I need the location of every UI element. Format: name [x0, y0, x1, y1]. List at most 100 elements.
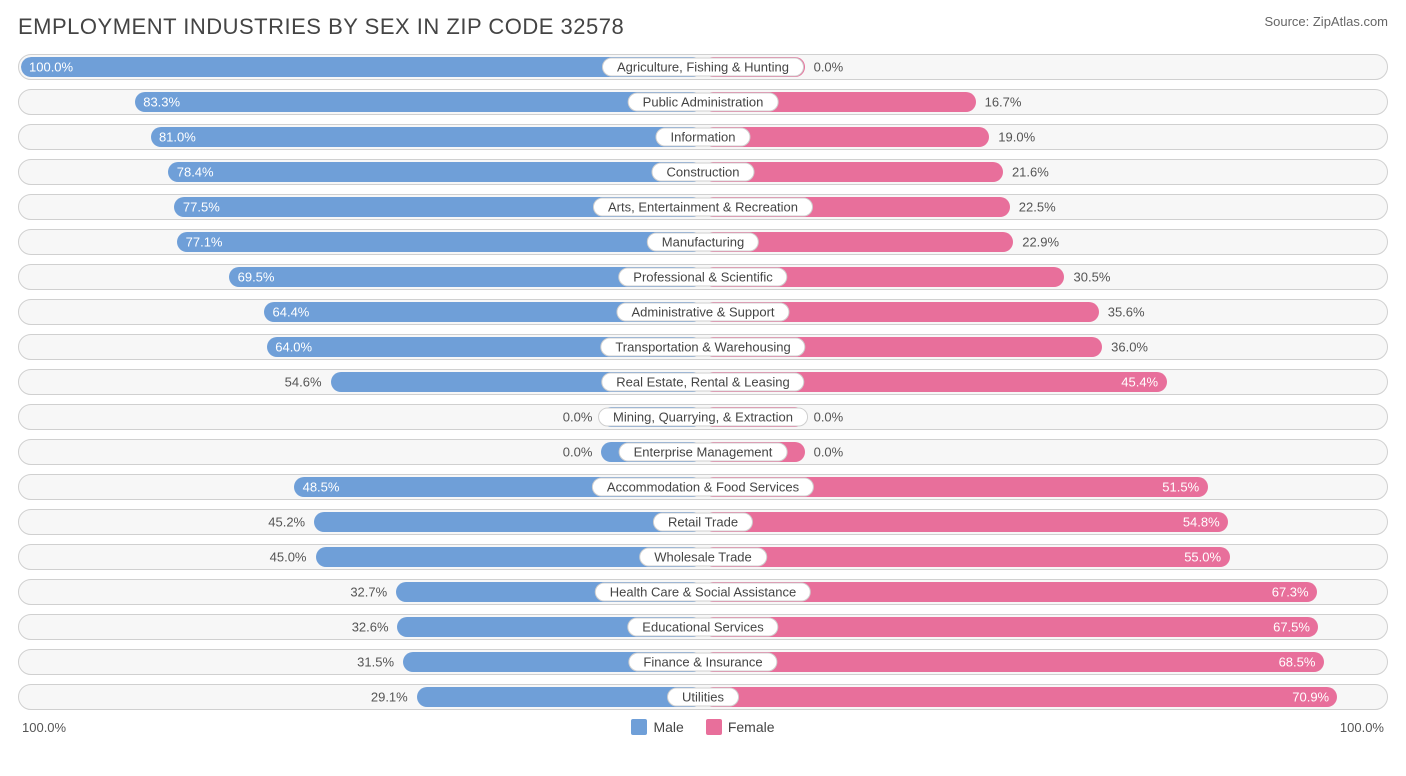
male-value-label: 64.4% — [273, 305, 310, 320]
female-value-label: 16.7% — [985, 95, 1022, 110]
female-bar — [703, 512, 1228, 532]
male-value-label: 0.0% — [563, 410, 593, 425]
female-value-label: 22.5% — [1019, 200, 1056, 215]
male-value-label: 83.3% — [143, 95, 180, 110]
female-value-label: 70.9% — [1292, 690, 1329, 705]
male-value-label: 45.0% — [270, 550, 307, 565]
legend-male-label: Male — [653, 719, 683, 735]
axis-left-label: 100.0% — [22, 720, 66, 735]
diverging-bar-chart: 100.0% 0.0% Agriculture, Fishing & Hunting… — [18, 54, 1388, 710]
male-value-label: 81.0% — [159, 130, 196, 145]
female-bar — [703, 652, 1324, 672]
chart-row: 32.6% 67.5% Educational Services — [18, 614, 1388, 640]
category-pill: Utilities — [667, 688, 739, 707]
category-pill: Public Administration — [628, 93, 779, 112]
male-bar — [314, 512, 703, 532]
male-bar — [168, 162, 703, 182]
female-bar — [703, 687, 1337, 707]
male-value-label: 0.0% — [563, 445, 593, 460]
female-value-label: 54.8% — [1183, 515, 1220, 530]
category-pill: Real Estate, Rental & Leasing — [601, 373, 804, 392]
male-value-label: 77.5% — [183, 200, 220, 215]
category-pill: Information — [655, 128, 750, 147]
legend-female-label: Female — [728, 719, 775, 735]
female-value-label: 68.5% — [1279, 655, 1316, 670]
legend: Male Female — [631, 719, 774, 735]
chart-row: 64.4% 35.6% Administrative & Support — [18, 299, 1388, 325]
chart-row: 100.0% 0.0% Agriculture, Fishing & Hunting — [18, 54, 1388, 80]
male-value-label: 100.0% — [29, 60, 73, 75]
male-value-label: 32.6% — [352, 620, 389, 635]
female-value-label: 21.6% — [1012, 165, 1049, 180]
legend-male-swatch — [631, 719, 647, 735]
axis-right-label: 100.0% — [1340, 720, 1384, 735]
chart-row: 64.0% 36.0% Transportation & Warehousing — [18, 334, 1388, 360]
chart-footer: 100.0% Male Female 100.0% — [18, 719, 1388, 735]
chart-row: 81.0% 19.0% Information — [18, 124, 1388, 150]
male-bar — [151, 127, 703, 147]
category-pill: Retail Trade — [653, 513, 753, 532]
chart-row: 69.5% 30.5% Professional & Scientific — [18, 264, 1388, 290]
female-value-label: 0.0% — [814, 410, 844, 425]
category-pill: Educational Services — [627, 618, 778, 637]
female-value-label: 0.0% — [814, 445, 844, 460]
male-value-label: 29.1% — [371, 690, 408, 705]
category-pill: Professional & Scientific — [618, 268, 787, 287]
chart-title: EMPLOYMENT INDUSTRIES BY SEX IN ZIP CODE… — [18, 14, 624, 40]
legend-male: Male — [631, 719, 683, 735]
female-value-label: 19.0% — [998, 130, 1035, 145]
chart-source: Source: ZipAtlas.com — [1264, 14, 1388, 29]
chart-row: 77.5% 22.5% Arts, Entertainment & Recreati… — [18, 194, 1388, 220]
male-value-label: 69.5% — [238, 270, 275, 285]
category-pill: Manufacturing — [647, 233, 759, 252]
male-value-label: 78.4% — [177, 165, 214, 180]
category-pill: Arts, Entertainment & Recreation — [593, 198, 813, 217]
category-pill: Administrative & Support — [616, 303, 789, 322]
chart-row: 45.0% 55.0% Wholesale Trade — [18, 544, 1388, 570]
female-bar — [703, 617, 1318, 637]
female-value-label: 55.0% — [1184, 550, 1221, 565]
category-pill: Accommodation & Food Services — [592, 478, 814, 497]
female-value-label: 36.0% — [1111, 340, 1148, 355]
female-value-label: 0.0% — [814, 60, 844, 75]
female-value-label: 51.5% — [1162, 480, 1199, 495]
female-value-label: 35.6% — [1108, 305, 1145, 320]
category-pill: Health Care & Social Assistance — [595, 583, 811, 602]
category-pill: Agriculture, Fishing & Hunting — [602, 58, 804, 77]
chart-row: 54.6% 45.4% Real Estate, Rental & Leasing — [18, 369, 1388, 395]
category-pill: Mining, Quarrying, & Extraction — [598, 408, 808, 427]
chart-row: 0.0% 0.0% Enterprise Management — [18, 439, 1388, 465]
chart-row: 45.2% 54.8% Retail Trade — [18, 509, 1388, 535]
category-pill: Enterprise Management — [619, 443, 788, 462]
female-value-label: 67.3% — [1272, 585, 1309, 600]
male-value-label: 54.6% — [285, 375, 322, 390]
chart-row: 0.0% 0.0% Mining, Quarrying, & Extraction — [18, 404, 1388, 430]
female-value-label: 45.4% — [1121, 375, 1158, 390]
male-value-label: 32.7% — [350, 585, 387, 600]
legend-female: Female — [706, 719, 775, 735]
category-pill: Finance & Insurance — [628, 653, 777, 672]
chart-row: 77.1% 22.9% Manufacturing — [18, 229, 1388, 255]
female-value-label: 22.9% — [1022, 235, 1059, 250]
category-pill: Construction — [652, 163, 755, 182]
male-bar — [21, 57, 703, 77]
male-bar — [177, 232, 703, 252]
chart-row: 31.5%68.5%Finance & Insurance — [18, 649, 1388, 675]
male-value-label: 48.5% — [303, 480, 340, 495]
category-pill: Transportation & Warehousing — [600, 338, 805, 357]
chart-row: 78.4% 21.6% Construction — [18, 159, 1388, 185]
female-value-label: 30.5% — [1074, 270, 1111, 285]
chart-header: EMPLOYMENT INDUSTRIES BY SEX IN ZIP CODE… — [18, 14, 1388, 40]
legend-female-swatch — [706, 719, 722, 735]
female-bar — [703, 547, 1230, 567]
chart-row: 29.1% 70.9% Utilities — [18, 684, 1388, 710]
chart-row: 83.3% 16.7% Public Administration — [18, 89, 1388, 115]
male-value-label: 77.1% — [186, 235, 223, 250]
male-value-label: 64.0% — [275, 340, 312, 355]
female-value-label: 67.5% — [1273, 620, 1310, 635]
male-bar — [135, 92, 703, 112]
male-bar — [417, 687, 703, 707]
category-pill: Wholesale Trade — [639, 548, 767, 567]
chart-row: 32.7% 67.3% Health Care & Social Assistanc… — [18, 579, 1388, 605]
male-value-label: 45.2% — [268, 515, 305, 530]
